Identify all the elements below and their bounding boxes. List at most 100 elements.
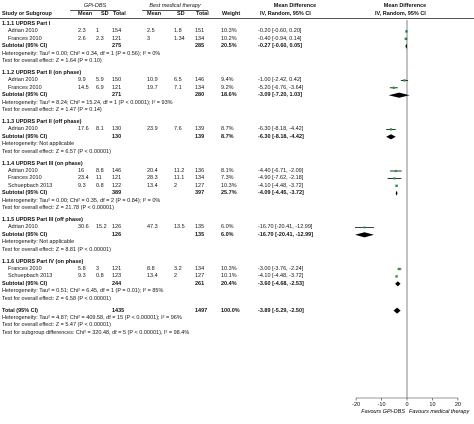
weight-value: 10.1% [221,273,237,280]
weight-value: 6.0% [221,224,234,231]
subtotal-total2: 280 [195,92,205,99]
heterogeneity-text: Heterogeneity: Tau² = 0.00; Chi² = 0.34,… [2,50,161,57]
weight-header: Weight [222,11,241,17]
subtotal-label: Subtotal (95% CI) [2,190,48,197]
total2-value: 146 [195,77,205,84]
mean2-value: 19.7 [147,84,158,91]
mean1-value: 9.9 [78,77,86,84]
mean2-value: 13.4 [147,182,158,189]
x-tick-label: 10 [429,402,435,408]
sd1-value: 0.8 [96,273,104,280]
md-sub-header: IV, Random, 95% CI [260,11,311,17]
subtotal-weight: 8.7% [221,133,234,140]
subtotal-ci: -4.09 [-4.45, -3.72] [258,190,304,197]
subtotal-weight: 25.7% [221,190,237,197]
mean1-value: 2.6 [78,35,86,42]
weight-value: 9.2% [221,84,234,91]
sd2-value: 1.8 [174,28,182,35]
subtotal-total1: 271 [112,92,122,99]
sd2-value: 7.1 [174,84,182,91]
total2-value: 134 [195,266,205,272]
subtotal-total1: 275 [112,43,122,50]
plot-title: Mean Difference [383,3,427,9]
mean2-header: Mean [147,11,162,17]
subtotal-total1: 244 [112,280,122,287]
sd2-value: 6.5 [174,77,182,84]
sd2-value: 2 [174,273,178,280]
total1-value: 146 [112,168,122,174]
sd1-value: 1 [96,28,100,35]
ci-value: -6.30 [-8.18, -4.42] [258,126,304,133]
total1-value: 126 [112,224,122,231]
total1-value: 150 [112,77,122,84]
study-point-square [403,79,406,82]
weight-value: 10.3% [221,28,237,35]
subgroup-title: 1.1.2 UPDRS Part II (on phase) [2,70,82,76]
subtotal-diamond [386,134,396,140]
study-name: Adrian 2010 [8,126,38,133]
subtotal-weight: 20.5% [221,43,237,50]
footer-stat-text: Test for subgroup differences: Chi² = 32… [2,329,190,336]
ci-value: -4.40 [-6.71, -2.09] [258,168,304,174]
total1-header: Total [113,11,126,17]
subgroup-title: 1.1.3 UPDRS Part II (off phase) [2,119,82,125]
subtotal-diamond [395,281,401,287]
sd2-value: 11.1 [174,175,185,182]
subtotal-label: Subtotal (95% CI) [2,280,48,287]
weight-value: 10.3% [221,266,237,272]
subtotal-total2: 261 [195,280,205,287]
mean2-value: 13.4 [147,273,158,280]
subgroup-title: 1.1.6 UPDRS Part IV (on phase) [2,258,84,265]
header-rule-1 [70,10,120,11]
md-column-title: Mean Difference [273,3,317,9]
study-name: Adrian 2010 [8,77,38,84]
x-tick-label: 0 [405,402,408,408]
sd1-value: 3 [96,266,100,272]
study-point-square [405,30,408,33]
sd1-value: 5.9 [96,77,104,84]
header-rule-main [0,18,474,19]
subtotal-total2: 135 [195,231,205,238]
total-weight: 100.0% [221,307,240,314]
sd2-value: 11.2 [174,168,185,174]
mean1-value: 14.5 [78,84,89,91]
weight-value: 10.3% [221,182,237,189]
study-point-square [393,177,396,180]
weight-value: 9.4% [221,77,234,84]
heterogeneity-text: Heterogeneity: Tau² = 8.24; Chi² = 15.24… [2,99,173,106]
study-point-square [394,169,397,173]
sd1-value: 0.8 [96,182,104,189]
header-rule-2 [142,10,208,11]
total1-value: 121 [112,175,122,182]
total2-value: 151 [195,28,205,35]
total-label: Total (95% CI) [2,307,38,314]
total1-value: 121 [112,35,122,42]
total1-value: 123 [112,273,122,280]
subgroup-title: 1.1.5 UPDRS Part III (off phase) [2,217,83,223]
weight-value: 8.7% [221,126,234,133]
subtotal-weight: 6.0% [221,231,234,238]
study-point-square [392,86,395,89]
sd2-value: 13.5 [174,224,185,231]
study-name: Schuepbach 2013 [8,273,53,280]
mean1-value: 17.6 [78,126,89,133]
total1-value: 122 [112,182,122,189]
ci-value: -4.10 [-4.48, -3.72] [258,273,304,280]
subgroup-title: 1.1.1 UPDRS Part I [2,21,51,27]
total2-header: Total [196,11,209,17]
weight-value: 7.3% [221,175,234,182]
subtotal-total2: 139 [195,133,205,140]
study-point-square [395,184,398,188]
total-diamond [393,307,401,314]
subtotal-ci: -3.09 [-7.20, 1.03] [258,92,303,99]
ci-value: -16.70 [-20.41, -12.99] [258,224,313,231]
group1-title: GPi-DBS [83,3,107,9]
ci-value: -4.90 [-7.62, -2.18] [258,175,304,182]
study-point-square [389,128,393,131]
sd1-value: 8.1 [96,126,104,133]
mean1-value: 9.3 [78,273,86,280]
ci-value: -1.00 [-2.42, 0.42] [258,77,302,84]
study-name: Frances 2010 [8,266,42,272]
mean2-value: 3 [147,35,151,42]
